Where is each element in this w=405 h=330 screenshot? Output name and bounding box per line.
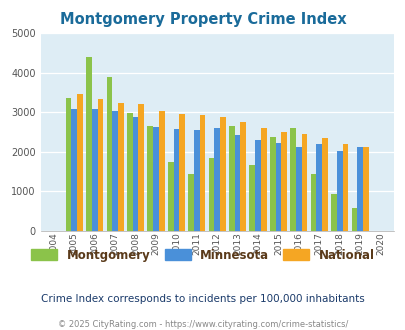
Bar (179, 114, 185, 231)
Bar (147, 126, 153, 231)
Bar (153, 127, 158, 231)
Bar (249, 165, 255, 231)
Bar (260, 128, 266, 231)
Bar (240, 122, 245, 231)
Bar (351, 208, 356, 231)
Bar (336, 150, 342, 231)
Legend: Montgomery, Minnesota, National: Montgomery, Minnesota, National (26, 244, 379, 266)
Bar (330, 194, 336, 231)
Text: © 2025 CityRating.com - https://www.cityrating.com/crime-statistics/: © 2025 CityRating.com - https://www.city… (58, 319, 347, 329)
Bar (315, 144, 321, 231)
Bar (234, 135, 240, 231)
Bar (106, 77, 112, 231)
Bar (356, 148, 362, 231)
Bar (199, 115, 205, 231)
Bar (281, 132, 286, 231)
Bar (220, 117, 225, 231)
Bar (112, 112, 118, 231)
Bar (167, 162, 173, 231)
Bar (342, 144, 347, 231)
Bar (71, 110, 77, 231)
Bar (118, 103, 124, 231)
Bar (290, 128, 295, 231)
Bar (362, 148, 368, 231)
Bar (310, 174, 315, 231)
Bar (228, 126, 234, 231)
Bar (127, 114, 132, 231)
Bar (275, 143, 281, 231)
Bar (97, 99, 103, 231)
Bar (321, 138, 327, 231)
Bar (269, 137, 275, 231)
Bar (66, 98, 71, 231)
Bar (214, 128, 220, 231)
Bar (77, 94, 83, 231)
Bar (194, 130, 199, 231)
Bar (208, 158, 214, 231)
Bar (132, 117, 138, 231)
Bar (301, 134, 307, 231)
Bar (92, 109, 97, 231)
Text: Crime Index corresponds to incidents per 100,000 inhabitants: Crime Index corresponds to incidents per… (41, 294, 364, 304)
Bar (295, 147, 301, 231)
Bar (173, 129, 179, 231)
Bar (158, 111, 164, 231)
Bar (138, 104, 144, 231)
Text: Montgomery Property Crime Index: Montgomery Property Crime Index (60, 12, 345, 26)
Bar (86, 57, 92, 231)
Bar (188, 174, 194, 231)
Bar (255, 140, 260, 231)
